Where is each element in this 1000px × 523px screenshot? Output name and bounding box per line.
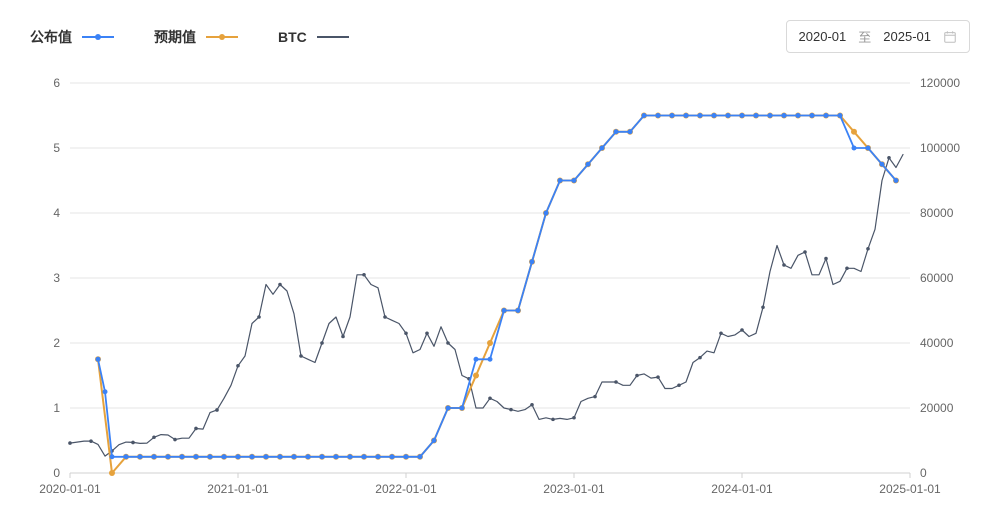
legend-label-actual: 公布值 xyxy=(30,27,72,47)
svg-text:2021-01-01: 2021-01-01 xyxy=(207,482,269,496)
legend-item-actual[interactable]: 公布值 xyxy=(30,27,114,47)
top-bar: 公布值 预期值 BTC 2020-01 至 2025-01 xyxy=(30,20,970,53)
legend-marker-actual xyxy=(82,31,114,43)
date-range-separator: 至 xyxy=(858,27,871,46)
svg-text:5: 5 xyxy=(53,141,60,155)
legend-marker-expected xyxy=(206,31,238,43)
chart-container: 0012000024000036000048000051000006120000… xyxy=(30,73,970,513)
svg-text:100000: 100000 xyxy=(920,141,960,155)
svg-text:0: 0 xyxy=(920,466,927,480)
legend-item-btc[interactable]: BTC xyxy=(278,29,349,45)
svg-text:2022-01-01: 2022-01-01 xyxy=(375,482,437,496)
legend-marker-btc xyxy=(317,31,349,43)
svg-text:120000: 120000 xyxy=(920,76,960,90)
legend-label-btc: BTC xyxy=(278,29,307,45)
legend-label-expected: 预期值 xyxy=(154,27,196,47)
chart-legend: 公布值 预期值 BTC xyxy=(30,27,349,47)
svg-text:60000: 60000 xyxy=(920,271,954,285)
line-chart: 0012000024000036000048000051000006120000… xyxy=(30,73,970,513)
svg-text:2020-01-01: 2020-01-01 xyxy=(39,482,101,496)
svg-text:2023-01-01: 2023-01-01 xyxy=(543,482,605,496)
svg-text:20000: 20000 xyxy=(920,401,954,415)
calendar-icon xyxy=(943,30,957,44)
date-range-picker[interactable]: 2020-01 至 2025-01 xyxy=(786,20,970,53)
svg-text:0: 0 xyxy=(53,466,60,480)
date-range-end: 2025-01 xyxy=(883,29,931,44)
legend-item-expected[interactable]: 预期值 xyxy=(154,27,238,47)
svg-text:2024-01-01: 2024-01-01 xyxy=(711,482,773,496)
svg-text:2: 2 xyxy=(53,336,60,350)
svg-text:3: 3 xyxy=(53,271,60,285)
date-range-start: 2020-01 xyxy=(799,29,847,44)
svg-text:40000: 40000 xyxy=(920,336,954,350)
svg-text:6: 6 xyxy=(53,76,60,90)
svg-text:4: 4 xyxy=(53,206,60,220)
svg-text:80000: 80000 xyxy=(920,206,954,220)
svg-text:1: 1 xyxy=(53,401,60,415)
svg-text:2025-01-01: 2025-01-01 xyxy=(879,482,941,496)
